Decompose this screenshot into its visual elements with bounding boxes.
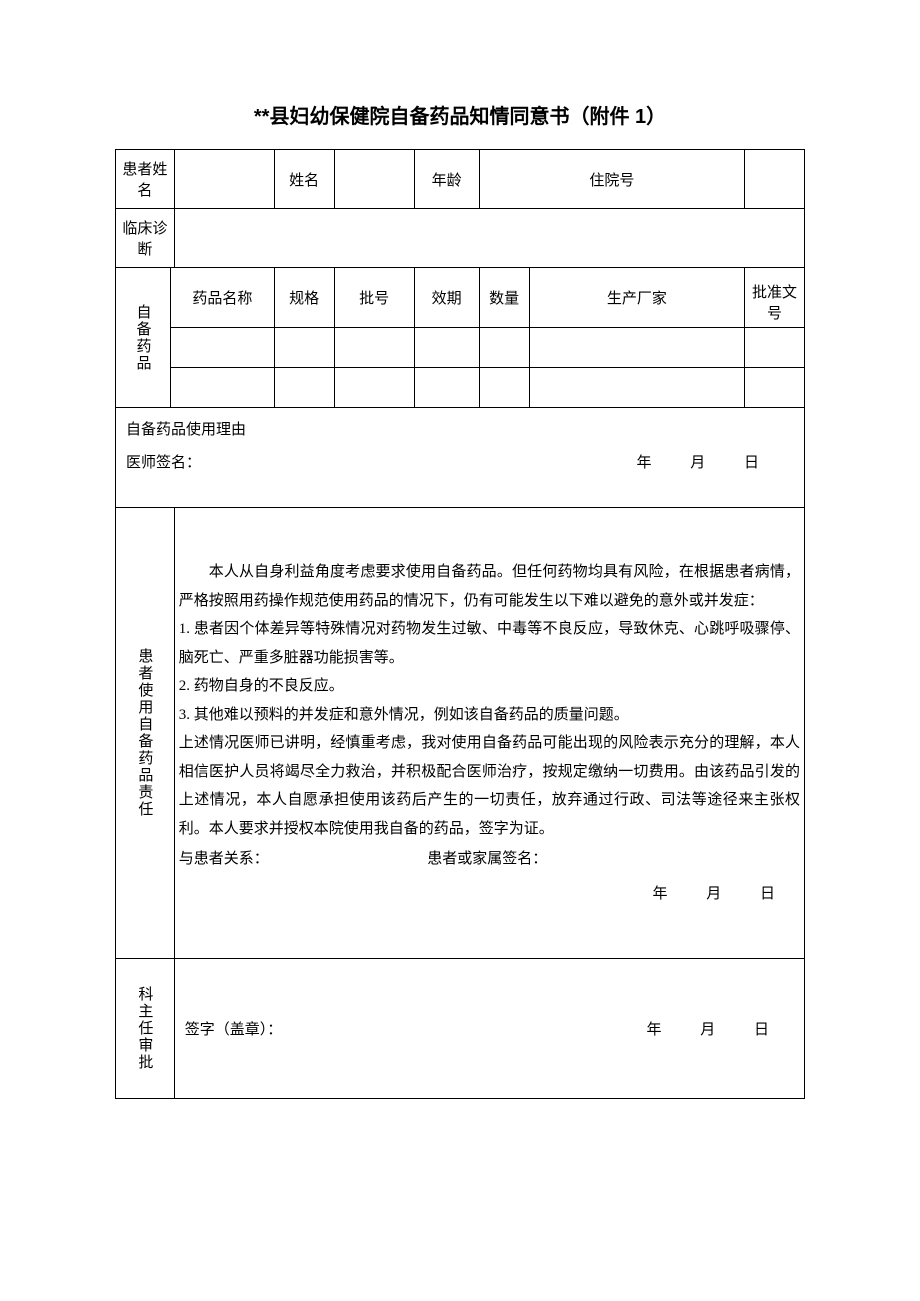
drug1-name[interactable] [171,328,275,368]
age-label: 年龄 [414,150,479,209]
responsibility-section-label: 患者使用自备药品责任 [116,508,175,959]
consent-form-table: 患者姓名 姓名 年龄 住院号 临床诊断 自备药品 药品名称 规格 批号 效期 数… [115,149,805,1099]
patient-name-label: 患者姓名 [116,150,175,209]
relation-label[interactable]: 与患者关系： [179,845,428,874]
drug-row-1 [116,328,805,368]
resp-p1: 本人从自身利益角度考虑要求使用自备药品。但任何药物均具有风险，在根据患者病情，严… [179,558,800,615]
responsibility-row: 患者使用自备药品责任 本人从自身利益角度考虑要求使用自备药品。但任何药物均具有风… [116,508,805,959]
month-label: 月 [690,451,740,472]
reason-row: 自备药品使用理由 医师签名： 年 月 日 [116,408,805,508]
drug1-qty[interactable] [479,328,529,368]
approve-day: 日 [754,1018,794,1039]
diagnosis-value[interactable] [174,209,804,268]
drug1-spec[interactable] [274,328,334,368]
drug-header-row: 自备药品 药品名称 规格 批号 效期 数量 生产厂家 批准文号 [116,268,805,328]
patient-info-row: 患者姓名 姓名 年龄 住院号 [116,150,805,209]
patient-signature-line: 与患者关系： 患者或家属签名： [179,845,800,874]
drug-row-2 [116,368,805,408]
resp-year: 年 [653,880,693,909]
drug1-expiry[interactable] [414,328,479,368]
day-label: 日 [744,451,794,472]
resp-p2: 上述情况医师已讲明，经慎重考虑，我对使用自备药品可能出现的风险表示充分的理解，本… [179,729,800,843]
drug2-manufacturer[interactable] [529,368,744,408]
drug-col-batch: 批号 [334,268,414,328]
drug2-qty[interactable] [479,368,529,408]
admission-no-value[interactable] [745,150,805,209]
drug2-approval[interactable] [745,368,805,408]
approve-sig-date[interactable]: 年 月 日 [637,1018,795,1039]
drug1-approval[interactable] [745,328,805,368]
drug-col-spec: 规格 [274,268,334,328]
resp-i2: 2. 药物自身的不良反应。 [179,672,800,701]
resp-i3: 3. 其他难以预料的并发症和意外情况，例如该自备药品的质量问题。 [179,701,800,730]
doctor-sig-date[interactable]: 年 月 日 [637,451,795,472]
reason-cell: 自备药品使用理由 医师签名： 年 月 日 [116,408,805,508]
drug2-expiry[interactable] [414,368,479,408]
diagnosis-label: 临床诊断 [116,209,175,268]
drug-col-approval: 批准文号 [745,268,805,328]
reason-label: 自备药品使用理由 [126,418,794,439]
resp-month: 月 [706,880,746,909]
year-label: 年 [637,451,687,472]
drug2-name[interactable] [171,368,275,408]
approve-sig-label[interactable]: 签字（盖章）： [185,1018,283,1039]
approval-content: 签字（盖章）： 年 月 日 [174,959,804,1099]
doctor-sig-label[interactable]: 医师签名： [126,451,637,472]
resp-day: 日 [760,880,800,909]
document-title: **县妇幼保健院自备药品知情同意书（附件 1） [115,100,805,129]
approval-row: 科主任审批 签字（盖章）： 年 月 日 [116,959,805,1099]
approve-year: 年 [647,1018,687,1039]
drug1-manufacturer[interactable] [529,328,744,368]
drug2-batch[interactable] [334,368,414,408]
drug-col-expiry: 效期 [414,268,479,328]
patient-sig-label[interactable]: 患者或家属签名： [427,845,800,874]
doctor-signature-line: 医师签名： 年 月 日 [126,451,794,472]
approve-month: 月 [700,1018,740,1039]
patient-sig-date[interactable]: 年 月 日 [179,880,800,909]
drug-col-name: 药品名称 [171,268,275,328]
drug2-spec[interactable] [274,368,334,408]
resp-i1: 1. 患者因个体差异等特殊情况对药物发生过敏、中毒等不良反应，导致休克、心跳呼吸… [179,615,800,672]
admission-no-label: 住院号 [479,150,744,209]
drug-col-manufacturer: 生产厂家 [529,268,744,328]
drug-col-qty: 数量 [479,268,529,328]
responsibility-content: 本人从自身利益角度考虑要求使用自备药品。但任何药物均具有风险，在根据患者病情，严… [174,508,804,959]
patient-name-value[interactable] [174,150,274,209]
name-label: 姓名 [274,150,334,209]
diagnosis-row: 临床诊断 [116,209,805,268]
approval-section-label: 科主任审批 [116,959,175,1099]
drug1-batch[interactable] [334,328,414,368]
drugs-section-label: 自备药品 [116,268,171,408]
name-value[interactable] [334,150,414,209]
